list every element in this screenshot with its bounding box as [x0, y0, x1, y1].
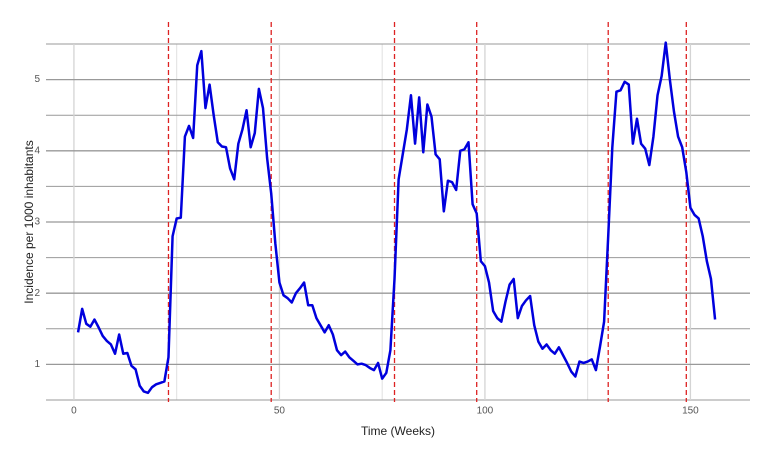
x-axis-title: Time (Weeks)	[361, 424, 435, 438]
y-tick-label: 3	[34, 217, 40, 228]
y-tick-label: 5	[34, 74, 40, 85]
y-tick-label: 1	[34, 359, 40, 370]
x-tick-label: 50	[274, 406, 286, 417]
x-tick-label: 100	[477, 406, 494, 417]
x-tick-label: 0	[71, 406, 77, 417]
y-axis-title: Incidence per 1000 inhabitants	[22, 140, 36, 303]
y-tick-label: 2	[34, 288, 40, 299]
x-tick-label: 150	[682, 406, 699, 417]
y-tick-label: 4	[34, 145, 40, 156]
data-line	[76, 41, 717, 395]
